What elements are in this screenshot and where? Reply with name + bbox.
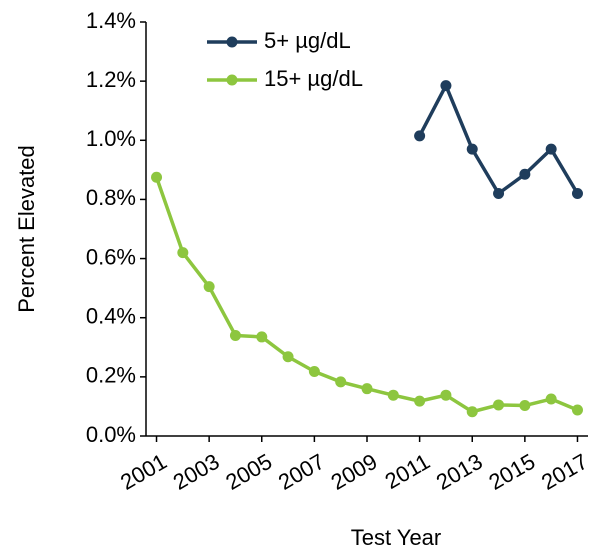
y-tick-label: 0.6%	[86, 244, 136, 269]
x-tick-label: 2001	[116, 449, 171, 495]
x-tick-label: 2017	[537, 449, 592, 495]
x-axis-title: Test Year	[351, 525, 442, 550]
series-line	[418, 83, 579, 196]
data-point	[282, 351, 294, 363]
y-tick-label: 0.2%	[86, 363, 136, 388]
x-tick-label: 2011	[381, 449, 434, 494]
data-point	[151, 171, 163, 183]
x-tick-label: 2009	[327, 449, 382, 495]
data-point	[545, 393, 557, 405]
data-point	[256, 331, 268, 343]
data-point	[466, 143, 478, 155]
legend-marker	[226, 36, 238, 48]
data-point	[440, 80, 452, 92]
y-tick-label: 1.4%	[86, 8, 136, 33]
data-point	[519, 400, 531, 412]
data-point	[308, 366, 320, 378]
data-point	[571, 188, 583, 200]
x-tick-label: 2003	[169, 449, 224, 495]
data-point	[466, 406, 478, 418]
data-point	[229, 329, 241, 341]
data-point	[387, 389, 399, 401]
y-axis-title: Percent Elevated	[14, 145, 39, 313]
y-tick-label: 0.8%	[86, 185, 136, 210]
data-point	[335, 376, 347, 388]
x-tick-label: 2015	[484, 449, 539, 495]
data-point	[414, 395, 426, 407]
y-tick-label: 0.0%	[86, 422, 136, 447]
data-point	[414, 130, 426, 142]
data-point	[519, 168, 531, 180]
data-point	[361, 383, 373, 395]
y-tick-label: 0.4%	[86, 304, 136, 329]
data-point	[493, 188, 505, 200]
y-tick-label: 1.0%	[86, 126, 136, 151]
x-tick-label: 2005	[221, 449, 276, 495]
data-point	[203, 281, 215, 293]
data-point	[440, 389, 452, 401]
legend-marker	[226, 74, 238, 86]
data-point	[545, 143, 557, 155]
legend-label: 5+ µg/dL	[264, 28, 351, 53]
data-point	[177, 247, 189, 259]
data-point	[493, 399, 505, 411]
x-tick-label: 2013	[432, 449, 487, 495]
y-tick-label: 1.2%	[86, 67, 136, 92]
series-line	[154, 176, 579, 414]
legend-label: 15+ µg/dL	[264, 66, 363, 91]
x-tick-label: 2007	[274, 449, 329, 495]
data-point	[571, 404, 583, 416]
